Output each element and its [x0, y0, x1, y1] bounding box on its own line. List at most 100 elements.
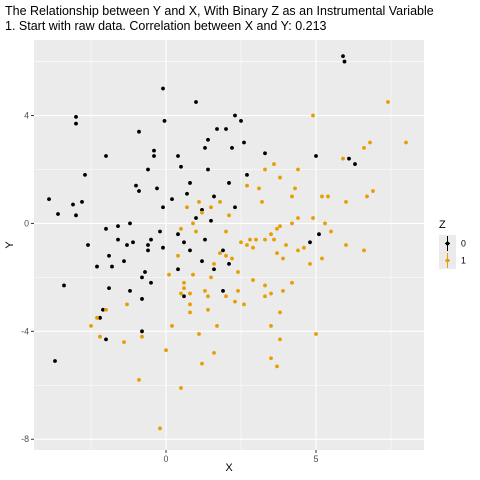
data-point-z0: [149, 237, 153, 242]
plot-panel: [34, 40, 424, 450]
data-point-z0: [206, 167, 210, 172]
data-point-z1: [320, 194, 324, 199]
data-point-z1: [200, 210, 204, 215]
y-tick-label: -4: [21, 326, 29, 336]
data-point-z1: [224, 253, 228, 258]
data-point-z1: [104, 307, 108, 312]
data-point-z1: [320, 256, 324, 261]
data-point-z0: [71, 202, 75, 207]
data-point-z1: [182, 286, 186, 291]
data-point-z0: [101, 307, 105, 312]
data-point-z1: [344, 243, 348, 247]
data-point-z0: [200, 208, 204, 212]
data-point-z1: [260, 199, 264, 204]
data-point-z0: [74, 121, 78, 126]
data-point-z1: [257, 186, 261, 191]
data-point-z0: [188, 181, 192, 185]
data-point-z0: [179, 164, 183, 169]
data-point-z0: [224, 127, 228, 131]
data-point-z0: [134, 183, 138, 188]
data-point-z1: [371, 189, 375, 193]
data-point-z0: [170, 197, 174, 202]
data-point-z1: [278, 337, 282, 342]
data-point-z1: [158, 426, 162, 431]
data-point-z1: [278, 224, 282, 229]
data-point-z0: [74, 114, 78, 119]
data-point-z1: [95, 315, 99, 320]
data-point-z1: [215, 324, 219, 328]
data-point-z0: [104, 154, 108, 158]
data-point-z1: [233, 299, 237, 304]
data-point-z1: [251, 245, 255, 250]
legend-label-z0: 0: [461, 239, 466, 249]
data-point-z1: [308, 261, 312, 266]
data-point-z1: [263, 237, 267, 242]
data-point-z0: [122, 259, 126, 264]
data-point-z0: [212, 194, 216, 199]
data-point-z1: [203, 288, 207, 293]
data-point-z0: [200, 259, 204, 264]
data-point-z1: [278, 310, 282, 315]
data-point-z1: [122, 340, 126, 345]
data-point-z0: [125, 243, 129, 247]
data-point-z0: [317, 232, 321, 237]
data-point-z0: [230, 145, 234, 150]
data-point-z1: [167, 272, 171, 277]
data-point-z1: [368, 140, 372, 145]
data-point-z0: [341, 54, 345, 59]
legend-title: Z: [439, 219, 446, 231]
data-point-z0: [152, 148, 156, 153]
data-point-z0: [140, 275, 144, 280]
data-point-z0: [161, 245, 165, 250]
data-point-z1: [278, 175, 282, 180]
data-point-z0: [263, 151, 267, 156]
data-point-z0: [98, 315, 102, 320]
data-point-z0: [146, 248, 150, 253]
data-point-z1: [140, 334, 144, 339]
data-point-z0: [104, 226, 108, 231]
data-point-z0: [182, 294, 186, 299]
data-point-z1: [236, 270, 240, 274]
data-point-z0: [203, 145, 207, 150]
data-point-z0: [53, 359, 57, 363]
data-point-z1: [248, 237, 252, 242]
y-tick-label: -8: [21, 434, 29, 444]
data-point-z0: [131, 240, 135, 245]
data-point-z0: [239, 119, 243, 123]
data-point-z1: [362, 248, 366, 253]
y-tick-label: 4: [24, 111, 29, 121]
data-point-z0: [116, 224, 120, 229]
data-point-z1: [275, 364, 279, 369]
data-point-z1: [275, 226, 279, 231]
data-point-z1: [362, 145, 366, 150]
data-point-z0: [95, 264, 99, 269]
data-point-z1: [125, 302, 129, 307]
data-point-z0: [176, 154, 180, 158]
data-point-z1: [197, 199, 201, 204]
data-point-z0: [149, 280, 153, 285]
data-point-z1: [272, 237, 276, 242]
x-tick-label: 0: [164, 454, 169, 464]
axes: 0 5 -8 -4 0 4: [21, 111, 318, 464]
grid-lines: [34, 40, 424, 450]
data-point-z1: [176, 253, 180, 258]
data-point-z1: [296, 248, 300, 253]
data-point-z0: [242, 140, 246, 145]
legend: Z 0 1: [439, 219, 466, 269]
data-point-z1: [296, 167, 300, 172]
data-point-z1: [269, 232, 273, 237]
data-point-z1: [179, 291, 183, 296]
legend-label-z1: 1: [461, 256, 466, 266]
data-point-z1: [269, 324, 273, 328]
data-point-z1: [365, 194, 369, 199]
data-point-z1: [230, 256, 234, 261]
data-point-z0: [128, 221, 132, 226]
data-point-z1: [311, 216, 315, 220]
chart-title: The Relationship between Y and X, With B…: [5, 4, 434, 18]
data-point-z0: [308, 240, 312, 245]
chart-subtitle: 1. Start with raw data. Correlation betw…: [5, 19, 327, 33]
data-point-z1: [272, 162, 276, 166]
data-points: [47, 54, 408, 431]
data-point-z0: [188, 248, 192, 253]
